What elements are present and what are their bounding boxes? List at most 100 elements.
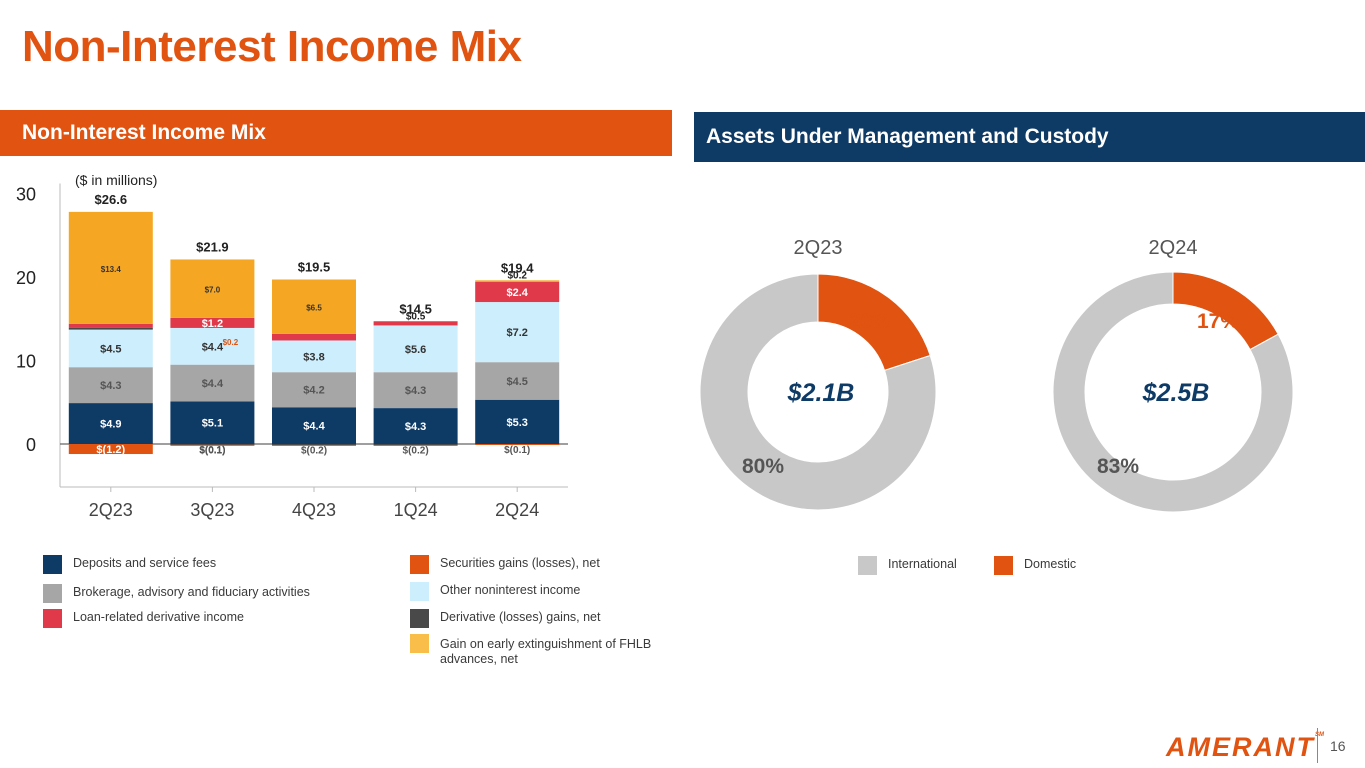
logo-tm: SM (1315, 732, 1324, 738)
bar-segment-deposits (373, 408, 458, 444)
y-tick-label: 10 (16, 352, 36, 372)
bar-value-label: $6.5 (306, 304, 322, 313)
bar-segment-derivative (272, 444, 356, 446)
donut-slice-international (1052, 271, 1294, 513)
legend-swatch (410, 634, 429, 653)
legend-label: International (888, 557, 957, 571)
donut-slice-international (699, 273, 937, 511)
section-banner-income-mix: Non-Interest Income Mix (0, 110, 672, 156)
aum-donut-2q23: 2Q23 20% 80% $2.1B (699, 237, 937, 511)
donut-title: 2Q23 (794, 237, 843, 259)
legend-swatch (858, 556, 877, 575)
legend-item-fhlb: Gain on early extinguishment of FHLB adv… (410, 634, 670, 667)
units-note: ($ in millions) (75, 172, 157, 188)
legend-label: Securities gains (losses), net (440, 556, 600, 570)
bar-value-label: $1.2 (202, 318, 223, 330)
bar-total-label: $21.9 (196, 239, 229, 254)
bar-value-label: $3.8 (303, 351, 324, 363)
bar-total-label: $14.5 (399, 301, 432, 316)
legend-item-international: International (858, 556, 957, 575)
legend-label: Brokerage, advisory and fiduciary activi… (73, 585, 310, 599)
bar-value-label: $0.2 (507, 270, 527, 281)
x-tick-label: 1Q24 (394, 500, 438, 520)
bar-value-label: $(0.1) (199, 446, 225, 457)
bar-value-label: $4.5 (506, 376, 527, 388)
bar-total-label: $26.6 (95, 192, 128, 207)
bar-value-label: $2.4 (506, 287, 528, 299)
x-tick-label: 4Q23 (292, 500, 336, 520)
bar-segment-loan_derivative (170, 317, 255, 328)
bar-value-label: $7.0 (205, 286, 221, 295)
bar-segment-brokerage (170, 364, 255, 402)
income-mix-bar-chart: ($ in millions) 0 10 20 30 2Q23 $4.9 $4.3 $4.5 $… (16, 172, 568, 520)
donut-center-label: $2.1B (787, 379, 855, 407)
bar-segment-brokerage (373, 372, 458, 409)
bar-segment-brokerage (272, 372, 356, 408)
bar-segment-other (170, 327, 255, 365)
legend-item-loan_derivative: Loan-related derivative income (43, 609, 244, 628)
legend-swatch (43, 555, 62, 574)
page-title: Non-Interest Income Mix (22, 22, 522, 71)
y-tick-label: 0 (26, 435, 36, 455)
bar-segment-deposits (170, 401, 255, 444)
legend-item-securities: Securities gains (losses), net (410, 555, 600, 574)
x-tick-label: 2Q23 (89, 500, 133, 520)
logo-text: AMERANT (1166, 732, 1315, 762)
x-tick-label: 3Q23 (190, 500, 234, 520)
bar-segment-derivative (170, 444, 255, 445)
bar-value-label: $4.4 (303, 421, 325, 433)
bar-segment-fhlb (170, 259, 255, 318)
bar-segment-securities (475, 444, 560, 445)
legend-item-domestic: Domestic (994, 556, 1076, 575)
bar-value-label: $5.1 (202, 418, 223, 430)
bar-segment-loan_derivative (272, 333, 356, 341)
bar-segment-fhlb (68, 211, 153, 324)
legend-label: Gain on early extinguishment of FHLB adv… (440, 637, 652, 666)
legend-label: Derivative (losses) gains, net (440, 610, 601, 624)
donut-slice-label: 83% (1097, 455, 1139, 478)
legend-swatch (410, 582, 429, 601)
bar-segment-other (68, 329, 153, 368)
legend-label: Deposits and service fees (73, 556, 217, 570)
legend-item-deposits: Deposits and service fees (43, 555, 216, 574)
legend-item-other: Other noninterest income (410, 582, 580, 601)
section-banner-aum: Assets Under Management and Custody (694, 112, 1365, 162)
bar-value-label: $(0.1) (504, 445, 530, 456)
bar-value-label: $(0.2) (301, 446, 327, 457)
legend-label: Other noninterest income (440, 583, 581, 597)
bar-value-label: $4.3 (405, 421, 426, 433)
bar-value-label: $4.3 (405, 385, 426, 397)
legend-label: Domestic (1024, 557, 1077, 571)
page-number: 16 (1330, 738, 1346, 754)
bar-segment-securities (170, 444, 255, 446)
legend-swatch (410, 609, 429, 628)
bar-value-label: $4.5 (100, 343, 121, 355)
bar-segment-securities (68, 444, 153, 455)
legend-swatch (43, 584, 62, 603)
bar-segment-deposits (68, 403, 153, 444)
section-banner-aum-label: Assets Under Management and Custody (706, 125, 1109, 148)
bar-value-label: $4.9 (100, 419, 121, 431)
bar-value-label: $5.3 (506, 417, 527, 429)
donut-slice-domestic (1172, 271, 1279, 351)
bar-value-label: $7.2 (506, 327, 527, 339)
aum-donut-2q24: 2Q24 17% 83% $2.5B (1052, 237, 1294, 513)
bar-segment-brokerage (475, 362, 560, 400)
y-tick-label: 20 (16, 268, 36, 288)
bar-value-label: $(0.1) (199, 445, 225, 456)
bar-segment-derivative (68, 327, 153, 330)
legend-swatch (994, 556, 1013, 575)
bar-extra-label: $0.2 (223, 338, 239, 347)
bar-segment-loan_derivative (475, 282, 560, 303)
donut-slice-domestic (817, 273, 931, 371)
bar-total-label: $19.4 (501, 260, 534, 275)
bar-value-label: $0.5 (406, 311, 426, 322)
bar-value-label: $(0.2) (403, 446, 429, 457)
bar-segment-fhlb (272, 279, 356, 334)
y-tick-label: 30 (16, 185, 36, 205)
donut-center-label: $2.5B (1142, 379, 1210, 407)
legend-item-derivative: Derivative (losses) gains, net (410, 609, 600, 628)
bar-segment-loan_derivative (68, 323, 153, 328)
bar-value-label: $(1.2) (96, 444, 125, 456)
legend-swatch (410, 555, 429, 574)
